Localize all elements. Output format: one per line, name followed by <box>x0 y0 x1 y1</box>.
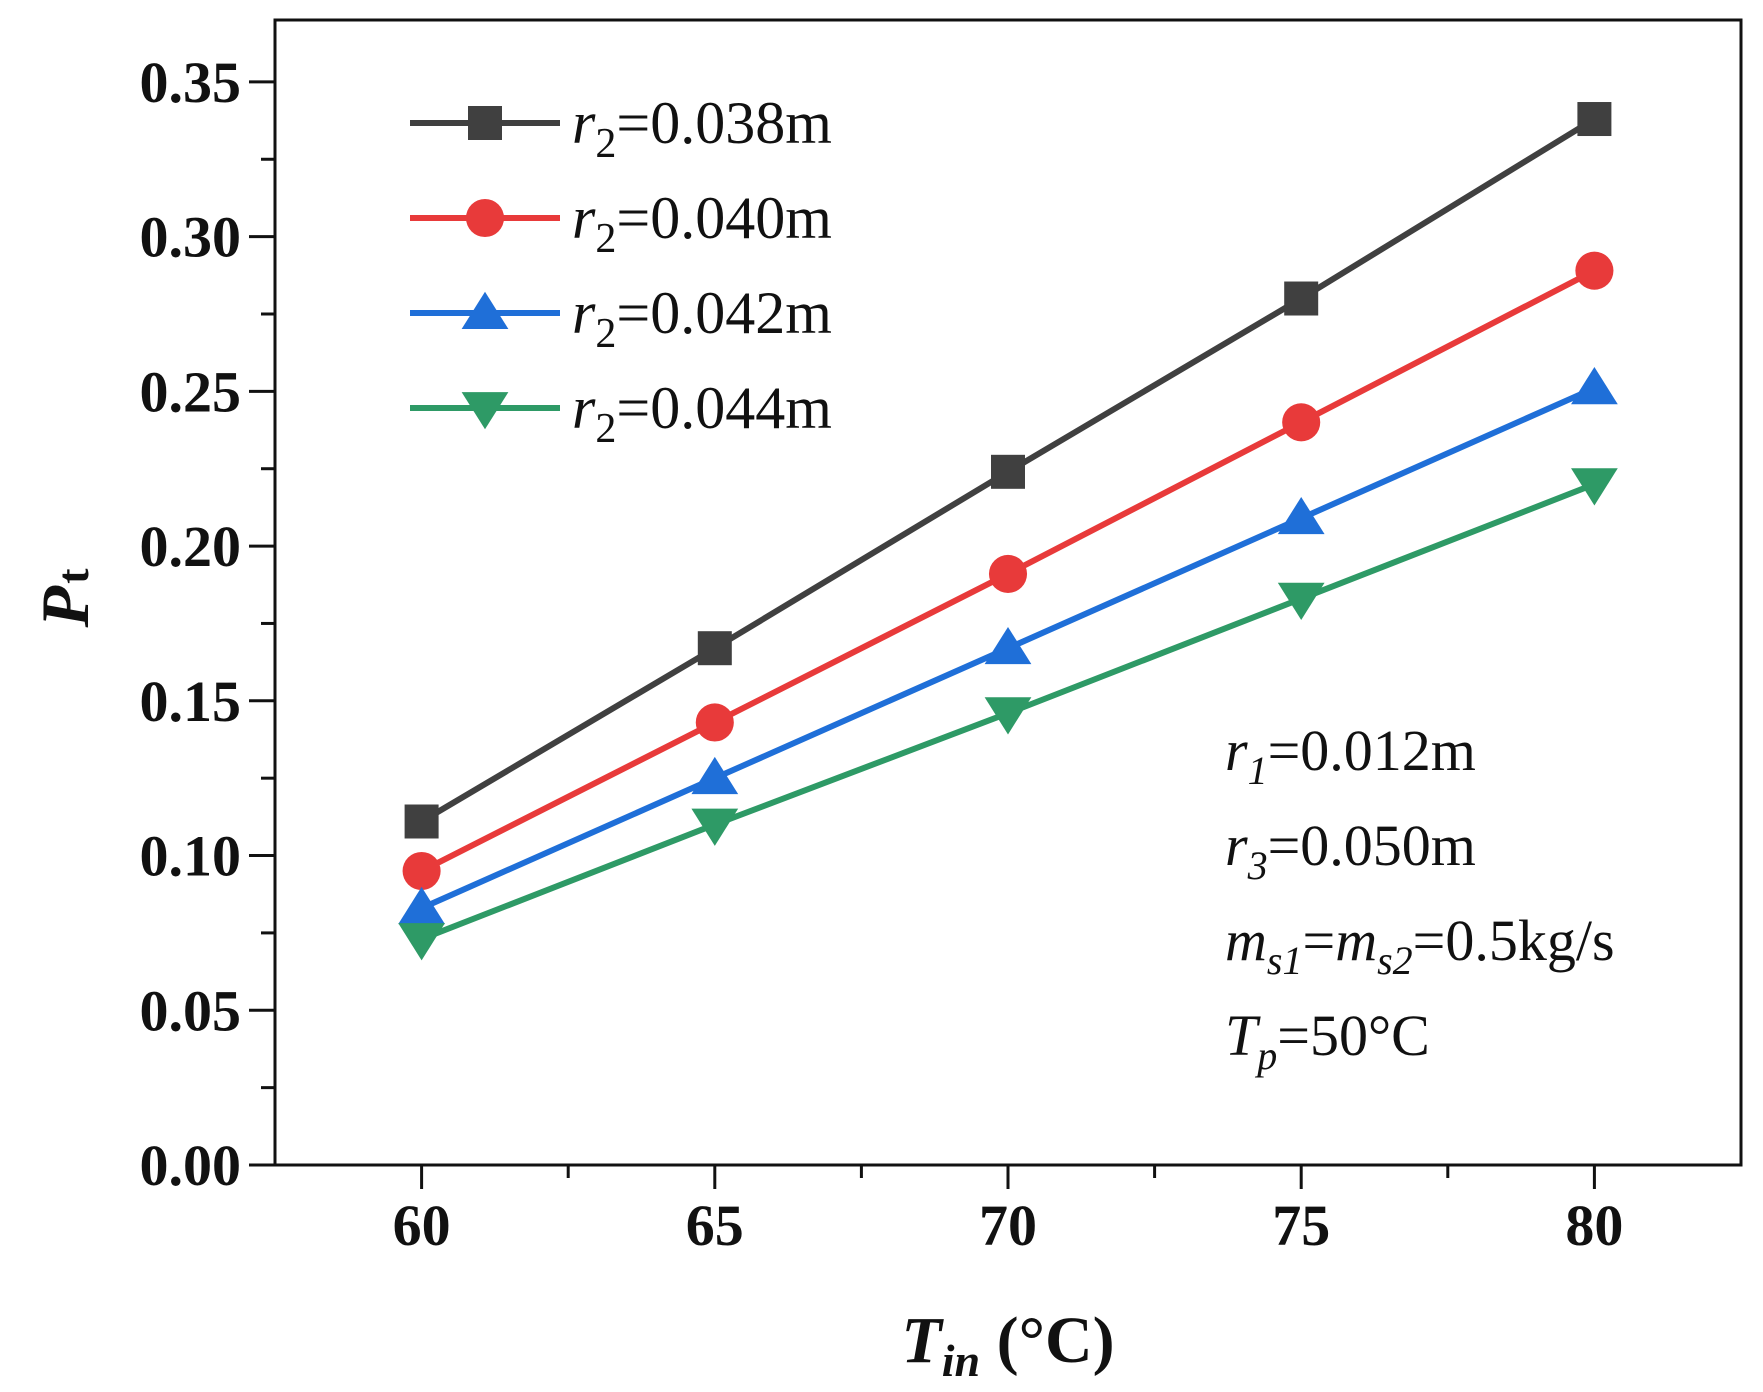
data-point <box>697 631 732 666</box>
legend-label: r2=0.040m <box>572 185 832 262</box>
data-point <box>398 923 445 961</box>
annotation-line: r3=0.050m <box>1225 813 1476 888</box>
x-tick-label: 65 <box>686 1193 744 1258</box>
legend-label: r2=0.044m <box>572 375 832 452</box>
series-1 <box>404 102 1612 839</box>
y-tick-label: 0.35 <box>140 50 242 115</box>
legend-marker <box>468 106 502 140</box>
y-tick-label: 0.15 <box>140 669 242 734</box>
x-tick-label: 75 <box>1272 1193 1330 1258</box>
data-point <box>1571 468 1618 506</box>
y-tick-label: 0.10 <box>140 824 242 889</box>
data-point <box>1282 403 1321 442</box>
y-tick-label: 0.05 <box>140 978 242 1043</box>
data-point <box>691 808 739 846</box>
data-point <box>402 851 441 891</box>
data-point <box>404 804 439 839</box>
x-tick-label: 70 <box>979 1193 1037 1258</box>
legend-entry: r2=0.044m <box>410 375 832 452</box>
x-axis: 60 65 70 75 80 <box>393 1165 1623 1258</box>
y-tick-label: 0.00 <box>140 1133 242 1198</box>
y-axis: 0.00 0.05 0.10 0.15 0.20 0.25 0.30 0.35 <box>140 50 275 1198</box>
legend-marker <box>461 291 509 329</box>
y-tick-label: 0.30 <box>140 205 242 270</box>
data-point <box>1277 582 1325 620</box>
y-tick-label: 0.20 <box>140 514 242 579</box>
y-axis-title: Pt <box>27 568 103 629</box>
series-4 <box>398 468 1618 961</box>
data-point <box>984 626 1032 665</box>
legend-marker <box>465 198 505 238</box>
data-point <box>695 703 734 742</box>
annotation-line: r1=0.012m <box>1225 718 1476 793</box>
series-layer <box>398 102 1618 961</box>
data-point <box>1571 367 1618 405</box>
legend-label: r2=0.038m <box>572 90 832 167</box>
data-point <box>991 454 1025 489</box>
annotation-line: ms1=ms2=0.5kg/s <box>1225 908 1615 983</box>
data-point <box>988 554 1028 593</box>
series-3 <box>398 367 1618 925</box>
x-tick-label: 60 <box>393 1193 451 1258</box>
series-2 <box>402 251 1614 891</box>
x-axis-title: Tin (°C) <box>901 1304 1114 1386</box>
parameter-annotation: r1=0.012m r3=0.050m ms1=ms2=0.5kg/s Tp=50°C <box>1225 718 1615 1078</box>
data-point <box>984 697 1032 735</box>
data-point <box>398 886 445 925</box>
data-point <box>1277 496 1325 535</box>
x-tick-label: 80 <box>1565 1193 1623 1258</box>
legend-marker <box>461 392 509 430</box>
data-point <box>1284 281 1319 316</box>
annotation-line: Tp=50°C <box>1225 1003 1430 1078</box>
data-point <box>691 756 739 795</box>
legend: r2=0.038m r2=0.040m r2=0.042m r2=0.044m <box>410 90 832 452</box>
legend-label: r2=0.042m <box>572 280 832 357</box>
data-point <box>1577 102 1612 137</box>
legend-entry: r2=0.040m <box>410 185 832 262</box>
y-tick-label: 0.25 <box>140 359 242 424</box>
legend-entry: r2=0.042m <box>410 280 832 357</box>
legend-entry: r2=0.038m <box>410 90 832 167</box>
data-point <box>1575 251 1614 290</box>
